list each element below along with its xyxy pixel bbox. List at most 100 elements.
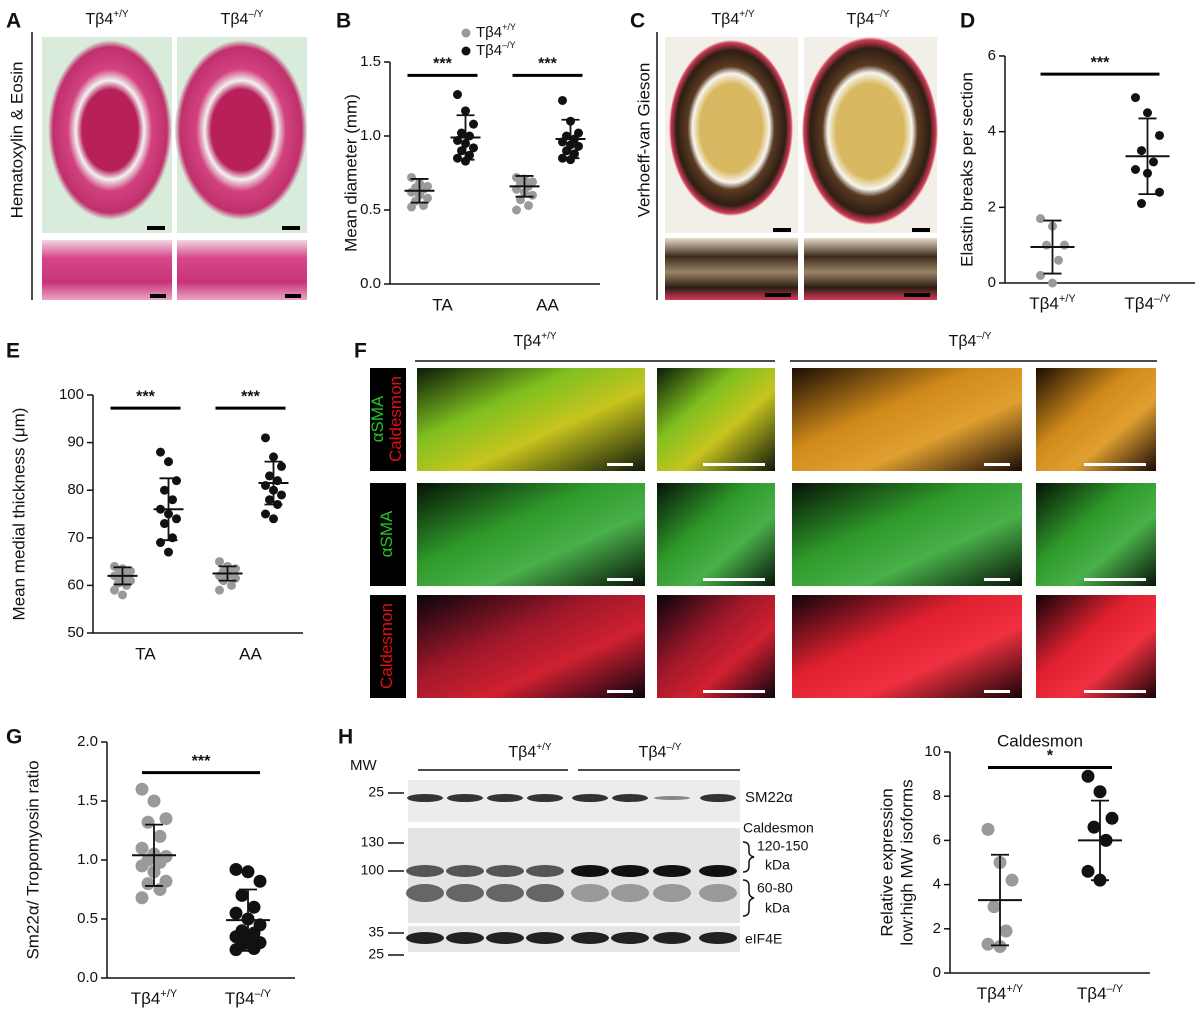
data-point [215,585,224,595]
band [446,865,484,877]
genotype-base: Tβ4 [1077,984,1107,1003]
row-label: Caldesmon [377,603,396,689]
data-point [1131,93,1140,103]
error-bar [1091,799,1109,882]
genotype-sup: +/Y [160,988,177,1000]
fluorescence-image [417,595,645,698]
data-point [160,485,169,495]
he-vessel [175,40,307,220]
genotype-sup: –/Y [1154,293,1171,305]
x-tick-label: TA [135,644,156,663]
band [407,794,443,802]
label-box [370,483,406,586]
band-label: 120-150 [757,838,809,854]
panel-letter: A [6,10,21,33]
genotype-sup: +/Y [541,331,557,342]
scale-bar [607,578,633,581]
scale-bar [1084,463,1146,466]
scale-bar [703,463,765,466]
band [653,932,691,944]
y-tick-label: 50 [67,624,84,641]
data-point [981,822,995,836]
error-bar [1043,219,1062,275]
error-bar [991,853,1009,947]
genotype-base: Tβ4 [221,11,249,28]
data-point [135,841,149,855]
scale-bar [1084,578,1146,581]
he-vessel [48,40,172,220]
band [611,932,649,944]
vvg-zoom [665,238,798,300]
y-tick-label: 1.5 [77,792,98,809]
band-label: kDa [765,857,790,873]
y-tick-label: 60 [67,576,84,593]
data-point [156,447,165,457]
band [653,884,691,902]
band [446,932,484,944]
y-tick-label: 2 [988,198,996,215]
scale-bar [607,690,633,693]
scale-bar [607,463,633,466]
data-point [135,782,149,796]
panel-letter: D [960,10,975,33]
band-label: SM22α [745,789,793,806]
genotype-label: Tβ4–/Y [1077,983,1124,1004]
x-tick-label: TA [432,295,453,314]
genotype-label: Tβ4–/Y [847,9,890,28]
band [486,865,524,877]
band [447,794,483,802]
fluorescence-image [417,368,645,471]
genotype-base: Tβ4 [711,11,739,28]
data-point [261,433,270,443]
band [406,865,444,877]
data-point [1060,240,1069,250]
significance-label: *** [1091,54,1110,71]
scale-bar [1084,690,1146,693]
data-point [461,106,470,116]
data-point [993,939,1007,953]
genotype-label: Tβ4+/Y [711,9,754,28]
genotype-sup: –/Y [874,9,889,20]
scale-bar [984,690,1010,693]
data-point [164,547,173,557]
mw-label: 25 [368,946,384,962]
band-label: kDa [765,900,790,916]
x-tick-label: AA [536,295,559,314]
x-tick-label: AA [239,644,262,663]
data-point [277,461,286,471]
stain-label: Hematoxylin & Eosin [7,62,26,219]
y-tick-label: 0.0 [77,969,98,986]
panel-letter: E [6,340,20,363]
band [486,884,524,902]
y-tick-label: 10 [924,743,941,760]
he-zoom [177,240,307,300]
genotype-sup: –/Y [255,988,272,1000]
genotype-sup: –/Y [666,742,681,753]
data-point [1155,187,1164,197]
genotype-sup: +/Y [1006,983,1023,995]
band [406,884,444,902]
data-point [407,202,416,212]
genotype-base: Tβ4 [639,744,667,761]
error-bar [239,888,257,952]
y-tick-label: 2.0 [77,733,98,750]
data-point [110,561,119,571]
data-point [159,812,173,826]
row-label-part: αSMA [368,395,387,442]
row-label-part: αSMA [377,510,396,557]
band-label: eIF4E [745,931,782,947]
data-point [1093,785,1107,799]
data-point [512,205,521,215]
y-axis-label: low:high MW isoforms [897,779,916,945]
genotype-label: Tβ4+/Y [85,9,128,28]
data-point [469,143,478,153]
data-point [141,815,155,829]
y-tick-label: 1.0 [360,127,381,144]
genotype-sup: –/Y [248,9,263,20]
genotype-label: Tβ4–/Y [949,331,992,350]
genotype-sup: +/Y [739,9,755,20]
data-point [457,146,466,156]
y-tick-label: 0.5 [360,201,381,218]
y-axis-label: Elastin breaks per section [957,72,976,267]
genotype-label: Tβ4+/Y [513,331,556,350]
